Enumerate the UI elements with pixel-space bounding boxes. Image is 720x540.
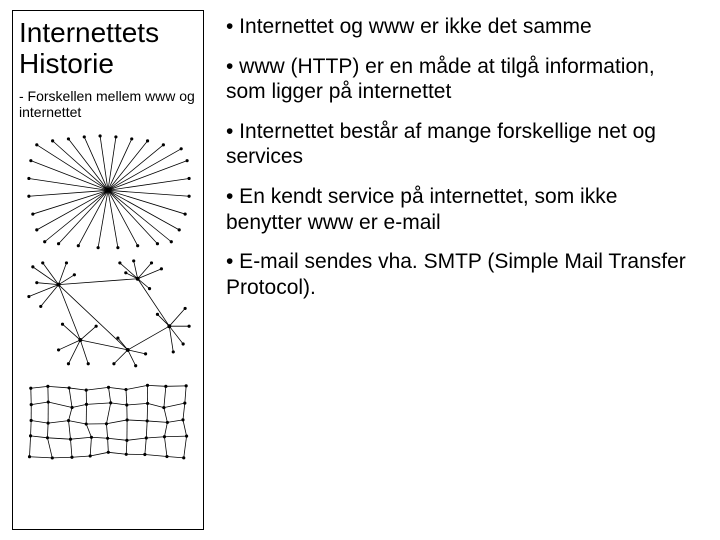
left-panel: Internettets Historie - Forskellen melle… [12, 10, 204, 530]
decentralized-network-icon [19, 255, 197, 374]
page-title: Internettets Historie [19, 17, 197, 80]
network-diagrams [19, 131, 197, 523]
content-area: • Internettet og www er ikke det samme •… [204, 10, 708, 530]
bullet-item: • En kendt service på internettet, som i… [226, 184, 698, 235]
bullet-item: • Internettet og www er ikke det samme [226, 14, 698, 40]
bullet-item: • Internettet består af mange forskellig… [226, 119, 698, 170]
bullet-item: • www (HTTP) er en måde at tilgå informa… [226, 54, 698, 105]
mesh-network-icon [19, 378, 197, 465]
centralized-network-icon [19, 131, 197, 252]
page-subtitle: - Forskellen mellem www og internettet [19, 88, 197, 121]
bullet-item: • E-mail sendes vha. SMTP (Simple Mail T… [226, 249, 698, 300]
